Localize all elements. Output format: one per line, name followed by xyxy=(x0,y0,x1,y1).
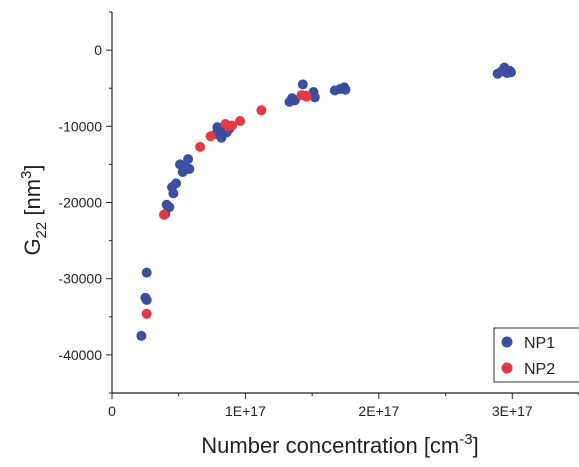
y-tick-label: -20000 xyxy=(58,195,102,211)
x-axis-title: Number concentration [cm-3] xyxy=(201,431,478,458)
point-np1 xyxy=(168,188,178,198)
x-axis: 0 1E+17 2E+17 3E+17 xyxy=(108,393,579,419)
point-np1 xyxy=(506,67,516,77)
y-axis: 0 -10000 -20000 -30000 -40000 xyxy=(58,12,112,393)
y-tick-label: -40000 xyxy=(58,347,102,363)
legend-marker-np1 xyxy=(502,337,513,348)
point-np1 xyxy=(184,164,194,174)
point-np2 xyxy=(302,92,312,102)
point-np1 xyxy=(298,79,308,89)
y-tick-label: -30000 xyxy=(58,271,102,287)
point-np2 xyxy=(206,131,216,141)
legend: NP1 NP2 xyxy=(494,328,579,382)
point-np1 xyxy=(183,154,193,164)
y-axis-title: G22 [nm3] xyxy=(18,164,50,255)
legend-label-np2: NP2 xyxy=(524,361,555,378)
point-np1 xyxy=(142,295,152,305)
point-np2 xyxy=(159,210,169,220)
x-tick-label: 0 xyxy=(108,403,116,419)
point-np2 xyxy=(256,105,266,115)
y-tick-label: -10000 xyxy=(58,118,102,134)
legend-label-np1: NP1 xyxy=(524,335,555,352)
point-np1 xyxy=(136,331,146,341)
x-tick-label: 3E+17 xyxy=(492,403,533,419)
point-np2 xyxy=(195,142,205,152)
point-np2 xyxy=(235,116,245,126)
point-np1 xyxy=(142,268,152,278)
x-tick-label: 2E+17 xyxy=(358,403,399,419)
x-tick-label: 1E+17 xyxy=(225,403,266,419)
y-tick-label: 0 xyxy=(94,42,102,58)
legend-marker-np2 xyxy=(502,363,513,374)
point-np2 xyxy=(142,309,152,319)
data-points xyxy=(136,63,516,341)
point-np1 xyxy=(171,178,181,188)
point-np1 xyxy=(341,85,351,95)
